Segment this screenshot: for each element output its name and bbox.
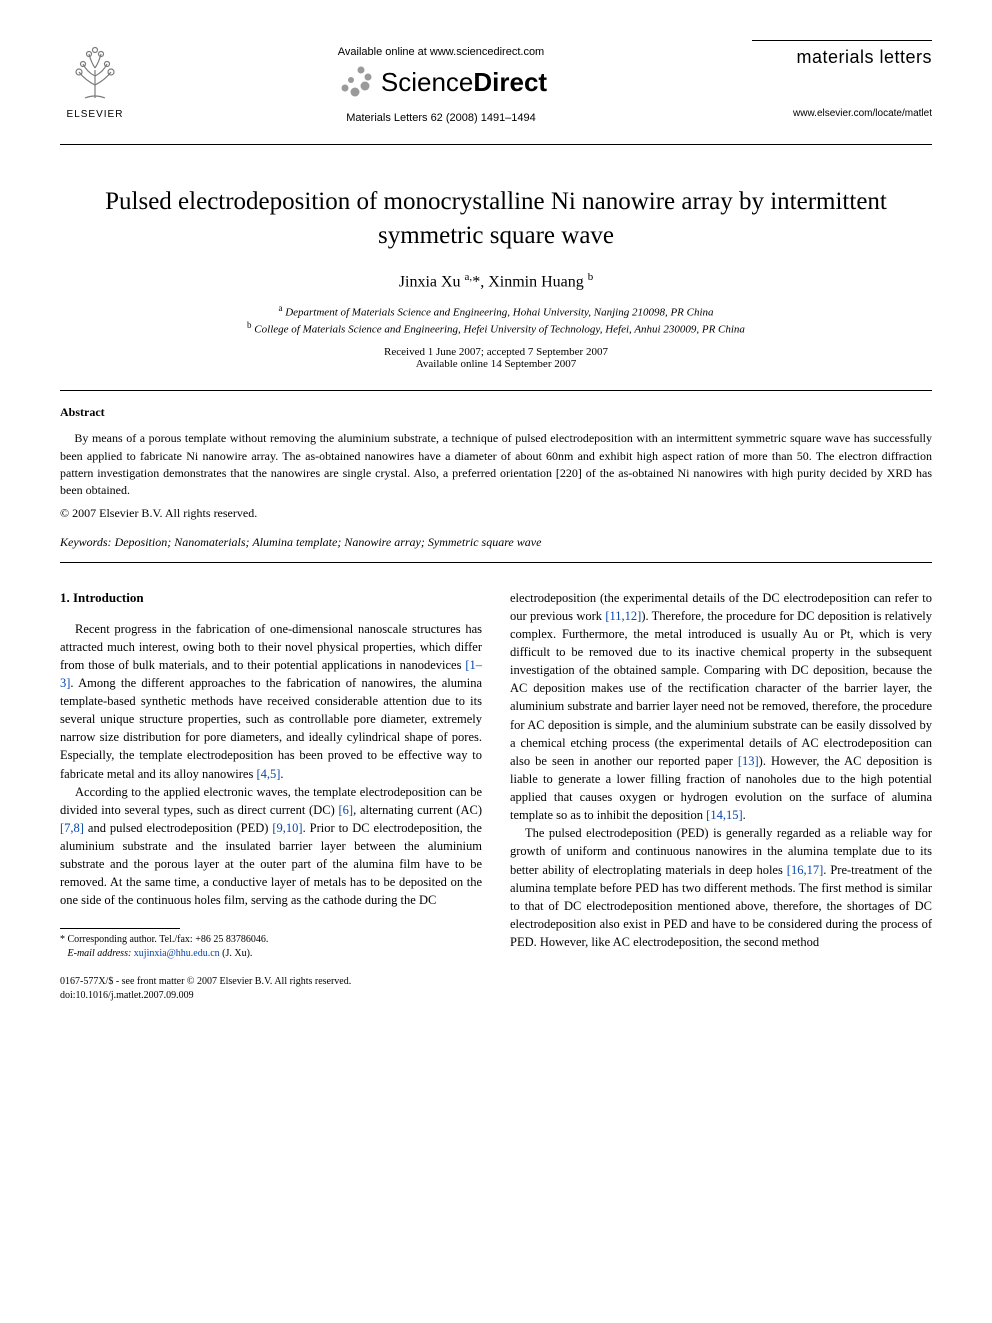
col1-p2-b: , alternating current (AC) <box>353 803 482 817</box>
footnote-email-suffix: (J. Xu). <box>222 948 252 959</box>
citation-text: Materials Letters 62 (2008) 1491–1494 <box>130 112 752 124</box>
column-right: electrodeposition (the experimental deta… <box>510 589 932 1004</box>
divider-top <box>60 144 932 145</box>
col1-para2: According to the applied electronic wave… <box>60 783 482 910</box>
sd-prefix: Science <box>381 67 474 97</box>
ref-4-5[interactable]: [4,5] <box>256 767 280 781</box>
footnote-email[interactable]: xujinxia@hhu.edu.cn <box>134 948 220 959</box>
ref-9-10[interactable]: [9,10] <box>272 821 302 835</box>
received-date: Received 1 June 2007; accepted 7 Septemb… <box>60 346 932 358</box>
available-date: Available online 14 September 2007 <box>60 358 932 370</box>
column-left: 1. Introduction Recent progress in the f… <box>60 589 482 1004</box>
journal-url: www.elsevier.com/locate/matlet <box>752 108 932 119</box>
journal-title: materials letters <box>752 47 932 68</box>
col1-para1: Recent progress in the fabrication of on… <box>60 620 482 783</box>
title-block: Pulsed electrodeposition of monocrystall… <box>60 185 932 370</box>
elsevier-label: ELSEVIER <box>60 109 130 120</box>
available-online-text: Available online at www.sciencedirect.co… <box>130 46 752 58</box>
affiliation-a-text: Department of Materials Science and Engi… <box>285 306 713 318</box>
ref-16-17[interactable]: [16,17] <box>787 863 823 877</box>
divider-after-keywords <box>60 562 932 563</box>
keywords-line: Keywords: Deposition; Nanomaterials; Alu… <box>60 535 932 550</box>
sciencedirect-logo: ScienceDirect <box>130 64 752 100</box>
col1-p2-c: and pulsed electrodeposition (PED) <box>84 821 272 835</box>
ref-11-12[interactable]: [11,12] <box>605 609 641 623</box>
footer-doi: doi:10.1016/j.matlet.2007.09.009 <box>60 989 482 1004</box>
abstract-section: Abstract By means of a porous template w… <box>60 405 932 521</box>
footer-info: 0167-577X/$ - see front matter © 2007 El… <box>60 975 482 1004</box>
keywords-text: Deposition; Nanomaterials; Alumina templ… <box>115 535 542 549</box>
sd-suffix: Direct <box>473 67 547 97</box>
col1-p1-b: . Among the different approaches to the … <box>60 676 482 781</box>
footer-line1: 0167-577X/$ - see front matter © 2007 El… <box>60 975 482 990</box>
ref-6[interactable]: [6] <box>338 803 353 817</box>
keywords-label: Keywords: <box>60 535 112 549</box>
body-columns: 1. Introduction Recent progress in the f… <box>60 589 932 1004</box>
authors: Jinxia Xu a,*, Xinmin Huang b <box>60 271 932 291</box>
ref-14-15[interactable]: [14,15] <box>706 808 742 822</box>
center-header: Available online at www.sciencedirect.co… <box>130 40 752 124</box>
footnote-email-label: E-mail address: <box>68 948 132 959</box>
journal-rule <box>752 40 932 41</box>
section-1-heading: 1. Introduction <box>60 589 482 608</box>
journal-box: materials letters www.elsevier.com/locat… <box>752 40 932 119</box>
footnote-corr: * Corresponding author. Tel./fax: +86 25… <box>60 933 482 947</box>
elsevier-tree-icon <box>65 40 125 100</box>
footnote-email-line: E-mail address: xujinxia@hhu.edu.cn (J. … <box>60 947 482 961</box>
sciencedirect-text: ScienceDirect <box>381 67 547 98</box>
col2-p1-b: ). Therefore, the procedure for DC depos… <box>510 609 932 768</box>
corresponding-author-footnote: * Corresponding author. Tel./fax: +86 25… <box>60 933 482 961</box>
affiliation-b-text: College of Materials Science and Enginee… <box>254 324 745 336</box>
header-row: ELSEVIER Available online at www.science… <box>60 40 932 124</box>
elsevier-logo: ELSEVIER <box>60 40 130 120</box>
sciencedirect-dots-icon <box>335 64 375 100</box>
col2-para2: The pulsed electrodeposition (PED) is ge… <box>510 824 932 951</box>
affiliation-a: a Department of Materials Science and En… <box>60 303 932 319</box>
col2-para1: electrodeposition (the experimental deta… <box>510 589 932 825</box>
footnote-separator <box>60 928 180 929</box>
abstract-heading: Abstract <box>60 405 932 420</box>
col1-p1-a: Recent progress in the fabrication of on… <box>60 622 482 672</box>
col2-p1-d: . <box>743 808 746 822</box>
article-title: Pulsed electrodeposition of monocrystall… <box>60 185 932 253</box>
abstract-copyright: © 2007 Elsevier B.V. All rights reserved… <box>60 506 932 521</box>
ref-7-8[interactable]: [7,8] <box>60 821 84 835</box>
col1-p1-c: . <box>280 767 283 781</box>
abstract-text: By means of a porous template without re… <box>60 430 932 500</box>
divider-before-abstract <box>60 390 932 391</box>
affiliation-b: b College of Materials Science and Engin… <box>60 320 932 336</box>
ref-13[interactable]: [13] <box>738 754 759 768</box>
